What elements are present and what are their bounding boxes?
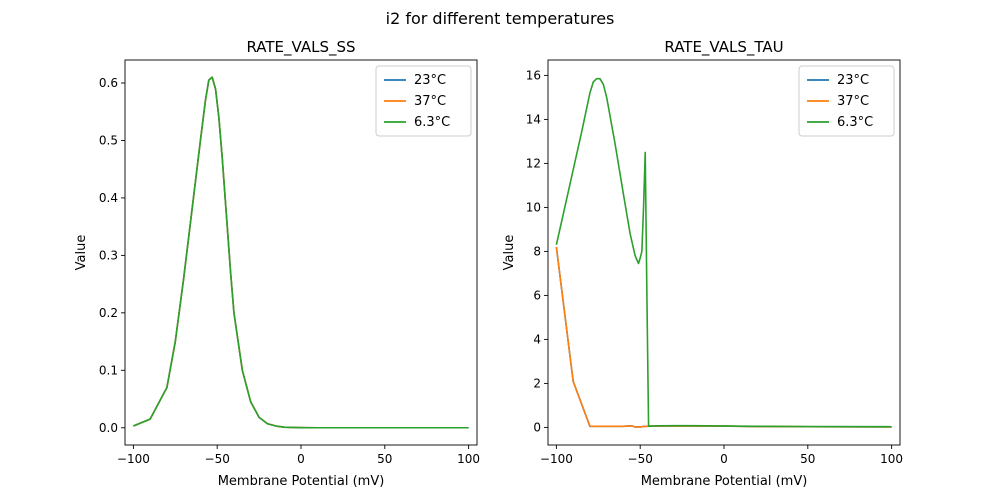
tau-ytick-label: 14 <box>526 112 541 126</box>
ss-xtick-label: −100 <box>117 452 150 466</box>
tau-ytick-label: 2 <box>533 376 541 390</box>
ss-ytick-label: 0.5 <box>99 133 118 147</box>
ss-ytick-label: 0.6 <box>99 76 118 90</box>
ss-xtick-label: 100 <box>457 452 480 466</box>
tau-xtick-label: −50 <box>628 452 653 466</box>
ss-xtick-label: 0 <box>297 452 305 466</box>
tau-ytick-label: 6 <box>533 288 541 302</box>
tau-ytick-label: 4 <box>533 332 541 346</box>
tau-xtick-label: −100 <box>540 452 573 466</box>
tau-ytick-label: 12 <box>526 156 541 170</box>
ss-legend-label-2: 6.3°C <box>414 115 450 130</box>
tau-xtick-label: 0 <box>720 452 728 466</box>
ss-ytick-label: 0.0 <box>99 421 118 435</box>
ss-ytick-label: 0.4 <box>99 191 118 205</box>
tau-legend: 23°C 37°C 6.3°C <box>798 65 895 137</box>
ss-ytick-label: 0.1 <box>99 363 118 377</box>
ss-legend-box <box>375 65 472 137</box>
tau-legend-label-2: 6.3°C <box>837 115 873 130</box>
tau-plot: RATE_VALS_TAU −100 −50 0 50 100 0 2 4 6 8 10 12 14 16 M… <box>502 38 903 489</box>
tau-ytick-label: 10 <box>526 200 541 214</box>
tau-ytick-label: 0 <box>533 420 541 434</box>
ss-series-line-2 <box>133 76 469 429</box>
tau-legend-label-1: 37°C <box>837 94 869 109</box>
tau-title: RATE_VALS_TAU <box>664 38 783 57</box>
tau-ylabel: Value <box>502 235 517 271</box>
ss-legend: 23°C 37°C 6.3°C <box>375 65 472 137</box>
ss-xtick-label: −50 <box>205 452 230 466</box>
tau-legend-label-0: 23°C <box>837 73 869 88</box>
ss-legend-label-1: 37°C <box>414 94 446 109</box>
ss-ytick-label: 0.2 <box>99 306 118 320</box>
ss-plot: RATE_VALS_SS −100 −50 0 50 100 0.0 0.1 0.2 0.3 0.4… <box>74 38 480 489</box>
ss-xtick-label: 50 <box>377 452 392 466</box>
ss-title: RATE_VALS_SS <box>246 38 355 57</box>
tau-series-group <box>555 77 892 428</box>
tau-ytick-label: 8 <box>533 244 541 258</box>
figure-suptitle: i2 for different temperatures <box>386 9 615 28</box>
tau-xtick-label: 50 <box>800 452 815 466</box>
ss-ytick-label: 0.3 <box>99 248 118 262</box>
tau-legend-box <box>798 65 895 137</box>
ss-legend-label-0: 23°C <box>414 73 446 88</box>
ss-ylabel: Value <box>74 235 89 271</box>
ss-xlabel: Membrane Potential (mV) <box>218 474 385 489</box>
ss-series-group <box>133 76 469 429</box>
tau-xtick-label: 100 <box>880 452 903 466</box>
tau-xlabel: Membrane Potential (mV) <box>641 474 808 489</box>
tau-ytick-label: 16 <box>526 68 541 82</box>
tau-series-line-2 <box>555 77 892 428</box>
